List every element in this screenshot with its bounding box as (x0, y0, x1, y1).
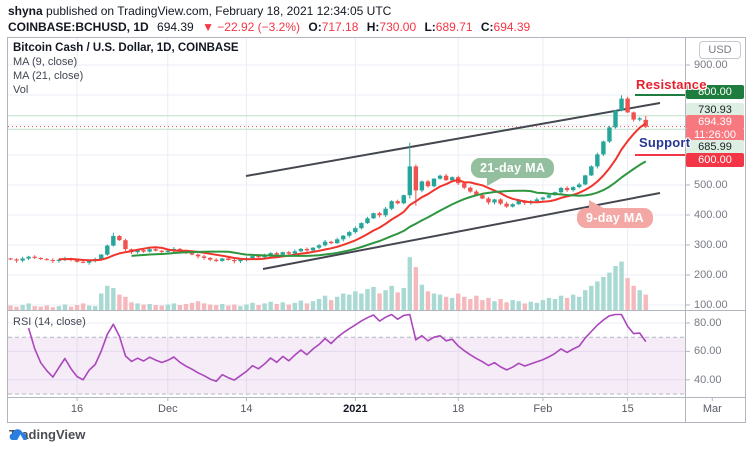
high-value: 730.00 (379, 20, 417, 34)
publish-line: shyna published on TradingView.com, Febr… (8, 3, 530, 19)
close-label: C: (480, 20, 494, 34)
time-axis-label: Dec (158, 403, 178, 415)
ma9-callout-bubble[interactable]: 9-day MA (577, 200, 653, 228)
bubble-tail (487, 177, 503, 186)
rsi-legend[interactable]: RSI (14, close) (13, 316, 86, 328)
axis-label: 60.00 (694, 345, 722, 358)
publish-header: shyna published on TradingView.com, Febr… (8, 3, 530, 35)
tradingview-footer[interactable]: TradingView (9, 427, 85, 442)
author-name: shyna (8, 4, 43, 18)
low-label: L: (424, 20, 436, 34)
price-axis-badge: 600.00 (686, 153, 744, 167)
support-annotation[interactable]: Support (639, 135, 691, 150)
time-axis-label: Feb (533, 403, 553, 415)
resistance-annotation[interactable]: Resistance (636, 77, 707, 92)
publish-info: published on TradingView.com, February 1… (42, 4, 392, 18)
ma9-legend[interactable]: MA (9, close) (13, 56, 78, 68)
price-change: ▼ −22.92 (−3.2%) (202, 20, 301, 34)
price-axis-badge: 800.00 (686, 85, 744, 99)
low-value: 689.71 (435, 20, 473, 34)
axis-label: 400.00 (694, 209, 728, 221)
quote-line: COINBASE:BCHUSD, 1D 694.39 ▼ −22.92 (−3.… (8, 19, 530, 35)
axis-label: 100.00 (694, 299, 728, 311)
time-axis-label: 18 (452, 403, 465, 415)
axis-label: 900.00 (694, 59, 728, 71)
tradingview-logo-icon (9, 429, 27, 440)
axis-label: 200.00 (694, 269, 728, 281)
close-value: 694.39 (493, 20, 531, 34)
open-value: 717.18 (321, 20, 359, 34)
tradingview-brand-text: TradingView (9, 427, 86, 442)
ma21-legend[interactable]: MA (21, close) (13, 70, 84, 82)
time-axis-label: 2021 (343, 403, 368, 415)
price-axis-badge: 730.93 (686, 103, 744, 117)
ma21-callout-bubble[interactable]: 21-day MA (471, 158, 555, 186)
last-price: 694.39 (157, 20, 194, 34)
time-axis-label: 15 (621, 403, 634, 415)
time-axis-label: 16 (70, 403, 84, 415)
axis-label: 80.00 (694, 317, 722, 329)
axis-label: 500.00 (694, 179, 728, 191)
open-label: O: (308, 20, 322, 34)
high-label: H: (366, 20, 380, 34)
chart-legend[interactable]: Bitcoin Cash / U.S. Dollar, 1D, COINBASE… (13, 41, 239, 97)
currency-toggle-button[interactable]: USD (699, 41, 741, 59)
chart-title: Bitcoin Cash / U.S. Dollar, 1D, COINBASE (13, 42, 239, 54)
axis-label: 40.00 (694, 373, 722, 386)
ma21-bubble-text: 21-day MA (480, 161, 546, 175)
axis-label: 300.00 (694, 239, 728, 251)
ma9-bubble-text: 9-day MA (586, 211, 644, 225)
symbol-name: COINBASE:BCHUSD, 1D (8, 20, 149, 34)
price-axis-badge: 685.99 (686, 140, 744, 154)
volume-legend[interactable]: Vol (13, 84, 29, 96)
price-axis-badge: 694.39 (686, 115, 744, 129)
bubble-tail (589, 200, 605, 209)
price-axis-badge: 11:26:00 (686, 128, 744, 142)
time-axis-label: Mar (702, 403, 722, 415)
time-axis-label: 14 (240, 403, 253, 415)
